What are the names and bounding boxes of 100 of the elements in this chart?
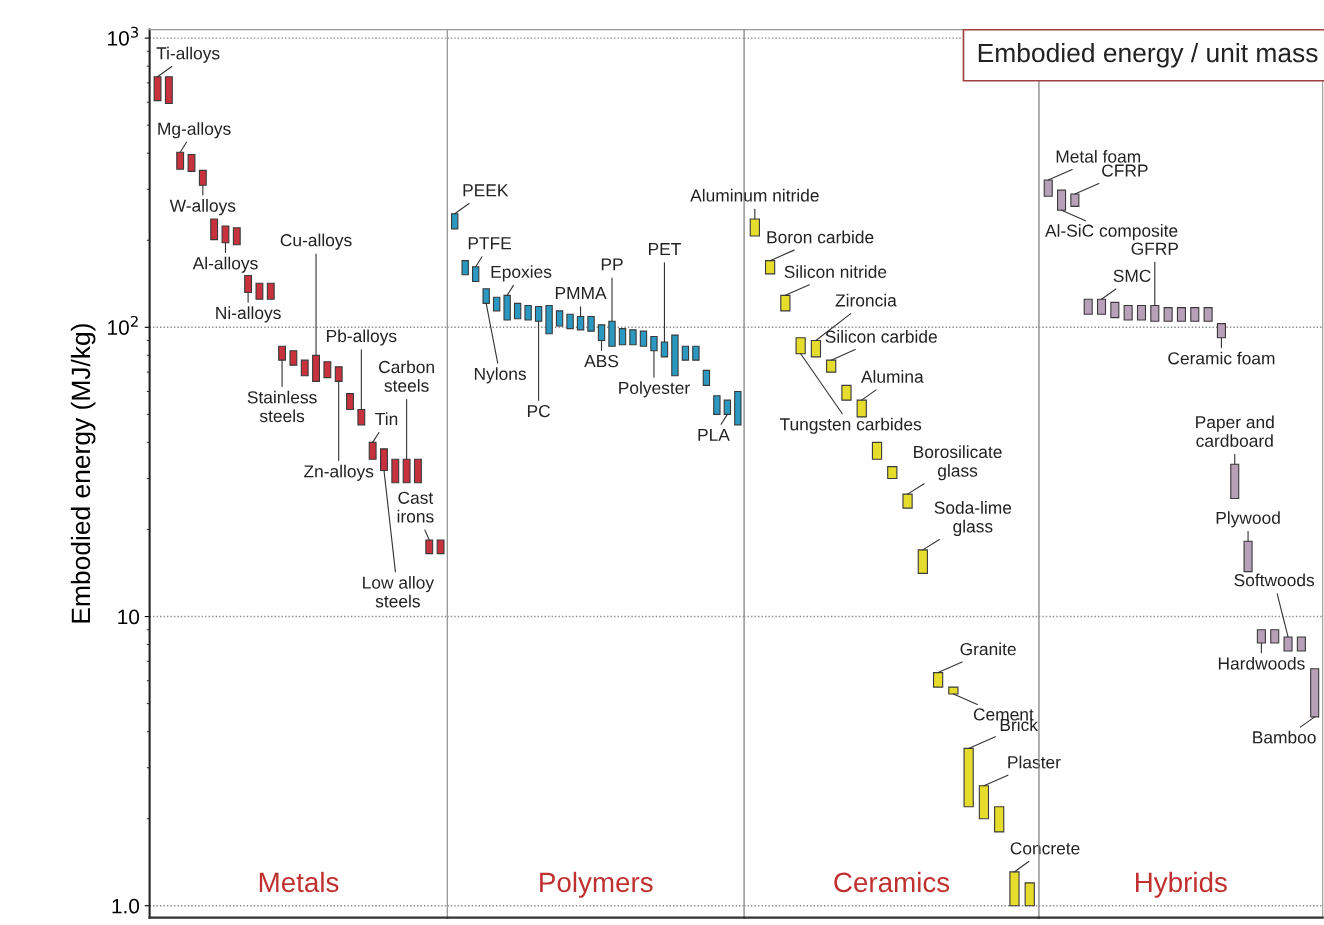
bar xyxy=(566,313,574,330)
bar xyxy=(266,282,275,300)
annotation: Bamboo xyxy=(1253,730,1316,744)
annotation: Hardwoods xyxy=(1218,656,1305,670)
bar xyxy=(391,458,400,484)
bar xyxy=(994,806,1005,833)
annotation: Carbon steels xyxy=(379,360,434,392)
bar xyxy=(232,227,241,246)
bar xyxy=(1136,304,1147,321)
bar xyxy=(210,218,219,241)
annotation: Zironcia xyxy=(835,293,897,307)
annotation: PP xyxy=(601,258,623,271)
annotation: Al-alloys xyxy=(192,256,258,273)
bar xyxy=(187,153,196,172)
bar xyxy=(681,345,690,361)
annotation: Hybrids xyxy=(1135,871,1227,898)
annotation: PET xyxy=(648,243,681,256)
bar xyxy=(492,296,501,312)
annotation: Metals xyxy=(259,871,339,893)
y-tick-label: 10 xyxy=(118,609,140,625)
annotation: Zn-alloys xyxy=(304,464,374,481)
bar xyxy=(639,330,648,347)
bar xyxy=(629,329,637,346)
bar xyxy=(734,390,742,426)
annotation: Tin xyxy=(375,412,398,425)
annotation: Nylons xyxy=(474,367,526,384)
bar xyxy=(1176,307,1187,322)
bar xyxy=(524,304,532,321)
annotation: Epoxies xyxy=(491,265,552,282)
annotation: PLA xyxy=(698,428,730,441)
annotation: Alumina xyxy=(860,370,924,383)
bar xyxy=(255,282,264,300)
bar xyxy=(555,310,564,327)
annotation: ABS xyxy=(584,354,619,368)
bar xyxy=(545,304,553,335)
annotation: Silicon carbide xyxy=(825,330,937,343)
bar xyxy=(513,302,522,320)
y-tick-label: 1.0 xyxy=(112,898,140,914)
bar xyxy=(587,315,595,332)
annotation: CFRP xyxy=(1102,164,1148,177)
chart-title: Embodied energy / unit mass xyxy=(978,42,1318,68)
annotation: PEEK xyxy=(463,184,509,197)
annotation: Ceramics xyxy=(834,871,950,893)
annotation: PC xyxy=(527,404,550,418)
annotation: Cu-alloys xyxy=(280,233,352,250)
annotation: GFRP xyxy=(1131,242,1179,255)
annotation: Aluminum nitride xyxy=(690,188,819,202)
bar xyxy=(461,260,469,276)
annotation: Plaster xyxy=(1008,755,1061,769)
bar xyxy=(300,359,309,377)
bar xyxy=(1083,298,1093,315)
annotation: Al-SiC composite xyxy=(1045,224,1178,241)
y-tick-label: 10$^{3}$ xyxy=(108,26,139,46)
annotation: Metal foam xyxy=(1056,149,1141,163)
annotation: Borosilicate glass xyxy=(914,445,1002,481)
bar xyxy=(1296,636,1306,652)
annotation: Concrete xyxy=(1010,842,1080,855)
bar xyxy=(1190,307,1200,322)
bar xyxy=(841,384,852,401)
annotation: Paper and cardboard xyxy=(1196,415,1274,447)
bar xyxy=(887,466,898,480)
bar xyxy=(871,441,883,460)
annotation: Mg-alloys xyxy=(158,122,231,139)
y-axis-title: Embodied energy (MJ/kg) xyxy=(70,324,96,623)
annotation: Pb-alloys xyxy=(327,329,397,346)
annotation: Stainless steels xyxy=(247,390,317,423)
annotation: Plywood xyxy=(1216,511,1280,528)
bar xyxy=(618,328,627,346)
annotation: Tungsten carbides xyxy=(779,417,922,434)
annotation: Softwoods xyxy=(1234,573,1315,587)
annotation: Granite xyxy=(960,642,1016,656)
bar xyxy=(1110,301,1120,319)
annotation: Polymers xyxy=(540,871,653,898)
y-tick-label: 10$^{2}$ xyxy=(108,315,138,335)
annotation: Ti-alloys xyxy=(156,46,220,63)
annotation: W-alloys xyxy=(169,199,236,216)
annotation: Boron carbide xyxy=(767,230,874,244)
bar xyxy=(1123,304,1133,321)
annotation: Low alloy steels xyxy=(363,575,435,608)
annotation: Polyester xyxy=(619,381,690,398)
annotation: SMC xyxy=(1113,269,1151,282)
bar xyxy=(164,76,173,105)
annotation: PMMA xyxy=(555,287,607,299)
bar xyxy=(1203,307,1213,322)
bar xyxy=(1163,307,1173,322)
bar xyxy=(289,350,298,366)
annotation: Ceramic foam xyxy=(1168,351,1275,365)
bar xyxy=(323,361,332,379)
annotation: Soda-lime glass xyxy=(934,501,1012,536)
bar xyxy=(413,458,422,484)
annotation: Ni-alloys xyxy=(216,306,281,323)
bar xyxy=(1024,882,1035,907)
bar xyxy=(713,395,721,415)
bar xyxy=(346,393,354,411)
annotation: Cast irons xyxy=(397,491,434,523)
bar xyxy=(702,369,711,386)
bar xyxy=(671,334,679,377)
annotation: Silicon nitride xyxy=(784,265,887,279)
annotation: PTFE xyxy=(468,237,512,250)
bar xyxy=(1270,629,1280,644)
